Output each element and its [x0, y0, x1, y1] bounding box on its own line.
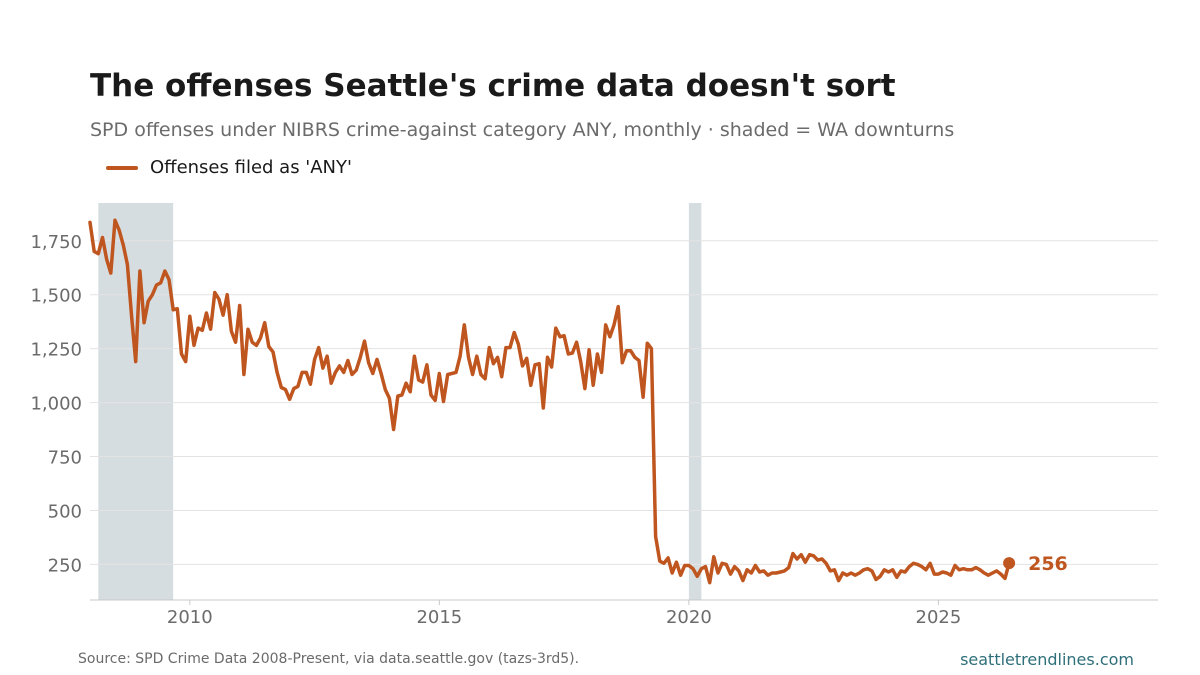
x-tick-label: 2020 — [666, 607, 712, 628]
x-tick-label: 2025 — [916, 607, 962, 628]
chart-subtitle: SPD offenses under NIBRS crime-against c… — [90, 119, 955, 141]
recession-band-1 — [98, 203, 174, 600]
y-tick-label: 250 — [48, 555, 82, 576]
y-tick-label: 1,250 — [30, 340, 82, 361]
x-tick-label: 2010 — [167, 607, 213, 628]
y-tick-label: 1,750 — [30, 232, 82, 253]
legend-swatch — [106, 165, 138, 170]
x-tick-label: 2015 — [416, 607, 462, 628]
legend: Offenses filed as 'ANY' — [106, 157, 352, 178]
series-line-any — [88, 218, 1011, 585]
recession-band-2 — [688, 203, 702, 600]
legend-label: Offenses filed as 'ANY' — [150, 157, 352, 178]
chart-title: The offenses Seattle's crime data doesn'… — [90, 68, 896, 104]
endpoint-marker — [1003, 557, 1016, 570]
y-tick-label: 750 — [48, 448, 82, 469]
endpoint-label: 256 — [1028, 553, 1068, 575]
source-note: Source: SPD Crime Data 2008-Present, via… — [78, 651, 580, 667]
brand-link[interactable]: seattletrendlines.com — [960, 650, 1134, 669]
y-tick-label: 1,500 — [30, 286, 82, 307]
y-tick-label: 1,000 — [30, 394, 82, 415]
y-tick-label: 500 — [48, 501, 82, 522]
